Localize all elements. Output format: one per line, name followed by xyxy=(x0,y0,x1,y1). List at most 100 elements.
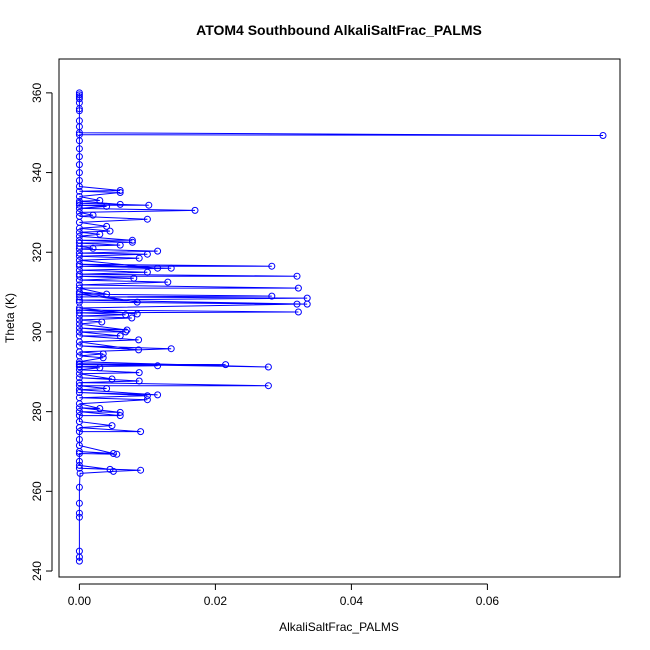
data-point xyxy=(109,450,117,457)
data-point xyxy=(264,382,272,390)
y-tick-label: 300 xyxy=(30,322,44,342)
data-point xyxy=(75,306,83,314)
data-point xyxy=(75,324,83,332)
data-point xyxy=(113,450,121,458)
data-point xyxy=(116,241,124,249)
data-point xyxy=(75,298,83,306)
data-point xyxy=(116,332,124,340)
data-point xyxy=(75,281,83,289)
data-point xyxy=(143,215,151,223)
data-point xyxy=(294,308,302,316)
data-point xyxy=(75,389,83,396)
data-point xyxy=(98,318,106,326)
data-point xyxy=(137,466,145,474)
data-point xyxy=(75,145,83,153)
data-point xyxy=(75,89,83,97)
data-point xyxy=(116,189,124,196)
y-tick-label: 280 xyxy=(30,401,44,421)
data-point xyxy=(89,244,97,252)
x-tick-label: 0.02 xyxy=(204,594,228,608)
data-point xyxy=(130,274,138,282)
data-point xyxy=(75,252,83,260)
data-point xyxy=(75,394,83,402)
data-point xyxy=(106,465,114,473)
data-point xyxy=(75,408,83,416)
data-point xyxy=(75,316,83,324)
data-point xyxy=(103,385,111,392)
data-point xyxy=(154,391,162,399)
data-point xyxy=(75,309,83,317)
data-point xyxy=(75,328,83,336)
data-point xyxy=(96,364,104,372)
data-point xyxy=(75,499,83,507)
data-point xyxy=(268,292,276,300)
data-point xyxy=(75,131,83,139)
data-point xyxy=(122,311,130,319)
data-point xyxy=(303,294,311,302)
data-point xyxy=(137,428,145,436)
data-point xyxy=(293,300,301,308)
data-point xyxy=(599,132,607,139)
data-point xyxy=(75,374,83,382)
data-point xyxy=(116,408,124,416)
data-point xyxy=(103,202,111,210)
data-point xyxy=(133,298,141,306)
data-point xyxy=(75,461,83,469)
data-point xyxy=(75,483,83,491)
data-point xyxy=(116,200,124,208)
data-point xyxy=(145,201,153,209)
data-point xyxy=(268,262,276,270)
data-point xyxy=(75,161,83,169)
data-point xyxy=(75,557,83,565)
data-point xyxy=(143,268,151,276)
data-point xyxy=(135,377,143,385)
data-point xyxy=(99,354,107,362)
data-point xyxy=(75,509,83,517)
data-point xyxy=(75,386,83,394)
data-point xyxy=(75,436,83,443)
data-point xyxy=(167,264,175,272)
data-point xyxy=(75,208,83,216)
data-point xyxy=(75,260,83,268)
data-point xyxy=(75,236,83,244)
data-point xyxy=(75,288,83,296)
data-point xyxy=(128,238,136,246)
data-point xyxy=(99,350,107,358)
data-point xyxy=(75,197,83,205)
y-tick-label: 260 xyxy=(30,481,44,501)
data-point xyxy=(75,232,83,240)
data-point xyxy=(164,278,172,286)
y-tick-label: 340 xyxy=(30,162,44,182)
data-point xyxy=(103,290,111,298)
data-point xyxy=(75,450,83,457)
data-point xyxy=(75,212,83,220)
data-point xyxy=(75,404,83,412)
data-point xyxy=(133,310,141,318)
data-point xyxy=(128,236,136,244)
data-point xyxy=(75,284,83,292)
data-point xyxy=(191,206,199,214)
data-point xyxy=(75,513,83,521)
data-point xyxy=(75,332,83,340)
data-point xyxy=(75,428,83,436)
data-point xyxy=(135,369,143,377)
data-point xyxy=(75,293,83,301)
data-point xyxy=(135,254,143,262)
data-point xyxy=(135,346,143,354)
data-point xyxy=(75,360,83,368)
data-point xyxy=(96,230,104,238)
x-tick-label: 0.00 xyxy=(68,594,92,608)
data-point xyxy=(75,342,83,350)
y-tick-label: 240 xyxy=(30,561,44,581)
data-point xyxy=(75,169,83,177)
data-point xyxy=(96,405,104,412)
x-axis: 0.00 0.02 0.04 0.06 xyxy=(68,583,499,608)
data-point xyxy=(116,187,124,194)
data-point xyxy=(264,363,272,371)
y-axis: 240 260 280 300 320 340 360 xyxy=(30,83,53,581)
data-point xyxy=(294,284,302,292)
data-point xyxy=(116,412,124,420)
data-point xyxy=(75,464,83,472)
